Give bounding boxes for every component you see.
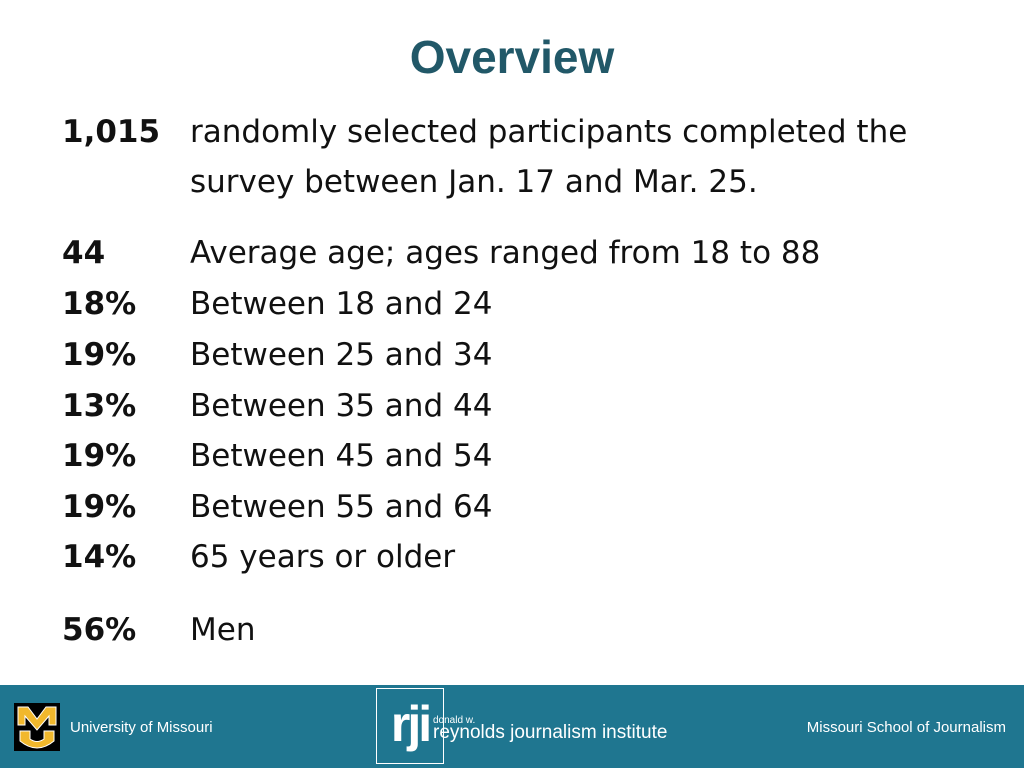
stat-row-age-45-54: 19% Between 45 and 54	[62, 431, 962, 481]
stat-description: Between 55 and 64	[190, 489, 493, 525]
stat-row-age-18-24: 18% Between 18 and 24	[62, 279, 962, 329]
rji-logo-icon: rji	[376, 688, 444, 764]
stat-description: 65 years or older	[190, 539, 456, 575]
stat-description: Between 25 and 34	[190, 337, 493, 373]
stat-value: 18%	[62, 286, 137, 322]
rji-logo-small-text: donald w.	[433, 715, 476, 726]
stat-value: 1,015	[62, 114, 161, 150]
stat-row-men: 56% Men	[62, 605, 962, 655]
stat-description: Between 45 and 54	[190, 438, 493, 474]
stat-value: 19%	[62, 438, 137, 474]
stat-value: 19%	[62, 337, 137, 373]
mu-logo-icon	[14, 703, 60, 751]
stat-description: Between 35 and 44	[190, 388, 493, 424]
stat-row-age-35-44: 13% Between 35 and 44	[62, 381, 962, 431]
stat-row-age-55-64: 19% Between 55 and 64	[62, 482, 962, 532]
university-name: University of Missouri	[70, 719, 213, 736]
stat-value: 14%	[62, 539, 137, 575]
school-name: Missouri School of Journalism	[806, 719, 1006, 736]
stat-value: 56%	[62, 612, 137, 648]
stat-value: 44	[62, 235, 106, 271]
footer-bar: University of Missouri rji donald w. rey…	[0, 685, 1024, 768]
page-title: Overview	[409, 31, 615, 83]
stat-description: Average age; ages ranged from 18 to 88	[190, 235, 821, 271]
stat-value: 19%	[62, 489, 137, 525]
stat-row-age-25-34: 19% Between 25 and 34	[62, 330, 962, 380]
stat-value: 13%	[62, 388, 137, 424]
stat-description: Men	[190, 612, 256, 648]
stat-description-line-1: randomly selected participants completed…	[190, 114, 908, 150]
stat-row-average-age: 44 Average age; ages ranged from 18 to 8…	[62, 228, 962, 278]
stat-row-participants: 1,015 randomly selected participants com…	[62, 107, 962, 207]
stat-description: randomly selected participants completed…	[190, 107, 962, 207]
institute-name: reynolds journalism institute	[433, 722, 668, 743]
stat-description-line-2: survey between Jan. 17 and Mar. 25.	[190, 164, 758, 200]
stat-row-age-65-plus: 14% 65 years or older	[62, 532, 962, 582]
stat-description: Between 18 and 24	[190, 286, 493, 322]
